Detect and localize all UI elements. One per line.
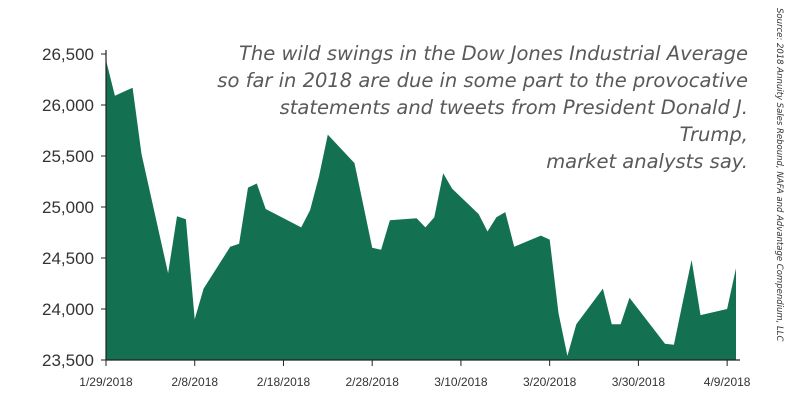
chart-annotation: The wild swings in the Dow Jones Industr… xyxy=(208,40,748,175)
x-tick-label: 3/30/2018 xyxy=(612,375,666,389)
y-tick-label: 24,000 xyxy=(42,300,94,319)
y-tick-label: 24,500 xyxy=(42,249,94,268)
x-tick-label: 4/9/2018 xyxy=(704,375,751,389)
y-tick-label: 25,000 xyxy=(42,198,94,217)
annotation-line-1: The wild swings in the Dow Jones Industr… xyxy=(239,42,748,65)
x-tick-label: 3/20/2018 xyxy=(523,375,577,389)
x-tick-label: 2/18/2018 xyxy=(257,375,311,389)
x-tick-label: 1/29/2018 xyxy=(79,375,133,389)
x-tick-label: 2/28/2018 xyxy=(346,375,400,389)
y-tick-label: 26,000 xyxy=(42,96,94,115)
y-tick-label: 23,500 xyxy=(42,351,94,370)
source-note: Source: 2018 Annuity Sales Rebound, NAFA… xyxy=(774,8,784,342)
y-tick-label: 26,500 xyxy=(42,45,94,64)
annotation-line-4: market analysts say. xyxy=(546,150,748,173)
x-tick-label: 3/10/2018 xyxy=(434,375,488,389)
y-tick-label: 25,500 xyxy=(42,147,94,166)
area-series xyxy=(106,60,736,360)
annotation-line-3: statements and tweets from President Don… xyxy=(279,96,748,146)
annotation-line-2: so far in 2018 are due in some part to t… xyxy=(217,69,748,92)
x-tick-label: 2/8/2018 xyxy=(171,375,218,389)
